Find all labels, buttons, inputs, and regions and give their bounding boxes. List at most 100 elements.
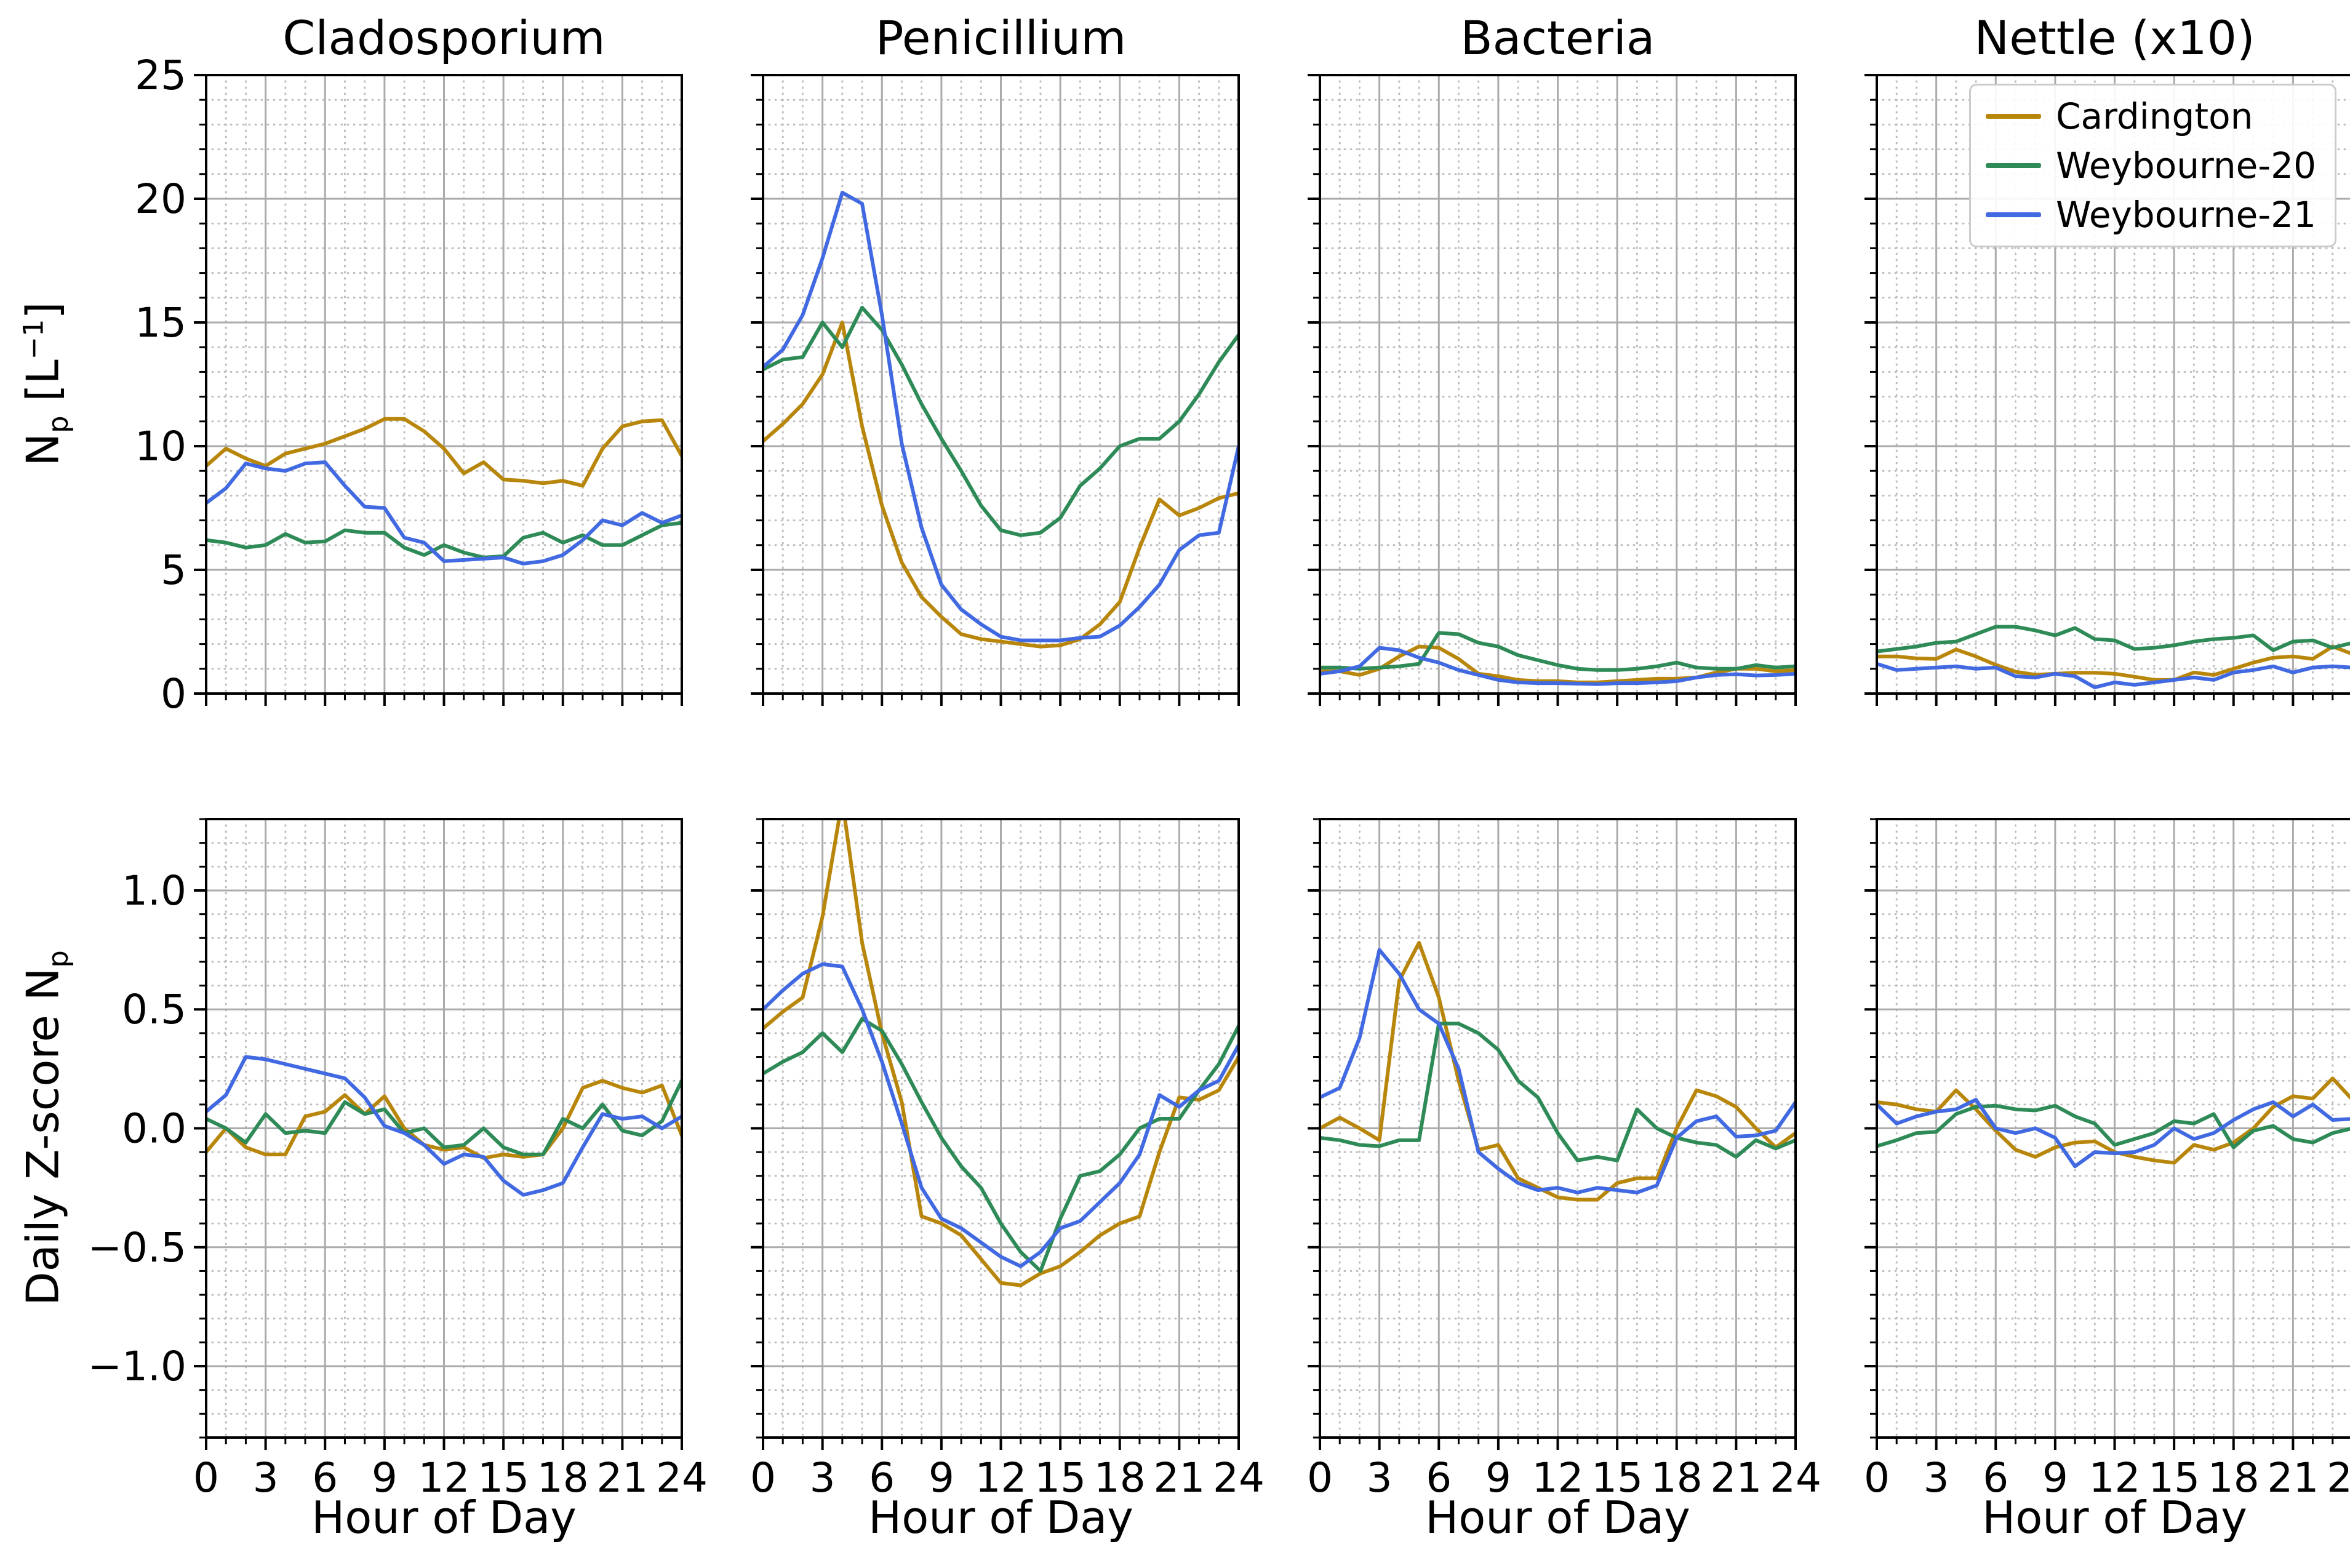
series-line-weybourne21 xyxy=(1320,948,1796,1194)
y-tick-label: 0 xyxy=(161,670,186,718)
chart-nettle-np xyxy=(1864,74,2350,706)
ylabel-np-text: N xyxy=(17,433,69,466)
title-nettle: Nettle (x10) xyxy=(1974,10,2255,65)
grid-layer xyxy=(205,74,683,695)
x-tick-label: 24 xyxy=(656,1454,708,1502)
panel-svg-cladosporium_np: 0 5 10 15 20 25 xyxy=(135,52,683,718)
chart-cladosporium-zscore: 0 3 6 9 12 15 18 21 24 −1.0 −0.5 0.0 0.5 1.0 xyxy=(88,818,708,1502)
x-tick-label: 9 xyxy=(372,1454,398,1502)
series-line-weybourne20 xyxy=(1877,625,2350,654)
x-tick-label: 9 xyxy=(2042,1454,2068,1502)
x-tick-label: 12 xyxy=(418,1454,470,1502)
grid-layer xyxy=(205,818,683,1439)
chart-penicillium-np xyxy=(751,74,1240,706)
y-tick-label: 10 xyxy=(135,423,186,470)
x-tick-label: 9 xyxy=(929,1454,954,1502)
legend-line-swatch-weybourne-20 xyxy=(1985,163,2041,168)
ylabel-np-sub: p xyxy=(42,415,74,433)
series-line-weybourne20 xyxy=(206,521,682,559)
series-line-cardington xyxy=(763,321,1239,649)
x-tick-label: 3 xyxy=(810,1454,836,1502)
series-line-cardington xyxy=(206,417,682,488)
series-line-weybourne21 xyxy=(1877,662,2350,689)
axes-layer: 0 5 10 15 20 25 xyxy=(135,52,683,718)
xlabel-hour-of-day-1: Hour of Day xyxy=(311,1492,577,1543)
legend-label-weybourne-20: Weybourne-20 xyxy=(2055,145,2316,186)
axes-layer xyxy=(1864,74,2350,706)
series-line-cardington xyxy=(763,819,1239,1287)
legend-label-cardington: Cardington xyxy=(2055,95,2253,137)
series-line-weybourne21 xyxy=(1320,646,1796,686)
series-line-cardington xyxy=(1877,644,2350,682)
x-tick-label: 0 xyxy=(193,1454,219,1502)
grid-layer xyxy=(1319,74,1797,695)
panel-svg-bacteria_np xyxy=(1308,74,1797,706)
grid-layer xyxy=(762,74,1240,695)
panel-svg-bacteria_zscore: 0 3 6 9 12 15 18 21 24 xyxy=(1307,818,1821,1502)
title-bacteria: Bacteria xyxy=(1460,10,1655,65)
chart-bacteria-zscore: 0 3 6 9 12 15 18 21 24 xyxy=(1307,818,1821,1502)
xlabel-hour-of-day-4: Hour of Day xyxy=(1982,1492,2247,1543)
chart-cladosporium-np: 0 5 10 15 20 25 xyxy=(135,52,683,718)
x-tick-label: 3 xyxy=(253,1454,279,1502)
legend-item-weybourne-20: Weybourne-20 xyxy=(1985,145,2316,186)
ylabel-np-mid: [L xyxy=(17,359,69,416)
legend-label-weybourne-21: Weybourne-21 xyxy=(2055,194,2316,236)
x-tick-label: 15 xyxy=(1591,1454,1643,1502)
data-layer xyxy=(1877,1076,2350,1169)
ylabel-np-sup: −1 xyxy=(17,319,50,360)
x-tick-label: 0 xyxy=(750,1454,776,1502)
x-tick-label: 6 xyxy=(312,1454,338,1502)
x-tick-label: 18 xyxy=(2208,1454,2260,1502)
series-line-weybourne21 xyxy=(206,460,682,566)
chart-bacteria-np xyxy=(1308,74,1797,706)
ylabel-np-end: ] xyxy=(17,302,69,319)
series-line-weybourne21 xyxy=(763,190,1239,642)
data-layer xyxy=(1320,941,1796,1202)
series-line-cardington xyxy=(206,1079,682,1160)
x-tick-label: 15 xyxy=(1034,1454,1086,1502)
grid-layer xyxy=(1319,818,1797,1439)
series-line-cardington xyxy=(1320,941,1796,1202)
chart-penicillium-zscore: 0 3 6 9 12 15 18 21 24 xyxy=(750,818,1265,1502)
series-line-weybourne21 xyxy=(206,1055,682,1197)
panel-svg-penicillium_zscore: 0 3 6 9 12 15 18 21 24 xyxy=(750,818,1265,1502)
legend-line-swatch-cardington xyxy=(1985,114,2041,119)
data-layer xyxy=(1320,631,1796,686)
data-layer xyxy=(206,1055,682,1197)
y-tick-label: 15 xyxy=(135,299,186,346)
y-tick-label: 1.0 xyxy=(122,867,186,914)
x-tick-label: 24 xyxy=(2327,1454,2350,1502)
y-tick-label: 25 xyxy=(135,52,186,99)
xlabel-hour-of-day-3: Hour of Day xyxy=(1425,1492,1690,1543)
legend: Cardington Weybourne-20 Weybourne-21 xyxy=(1968,84,2336,247)
panel-svg-nettle_np xyxy=(1864,74,2350,706)
panel-svg-penicillium_np xyxy=(751,74,1240,706)
axes-layer xyxy=(1308,74,1797,706)
x-tick-label: 12 xyxy=(1532,1454,1584,1502)
legend-item-cardington: Cardington xyxy=(1985,95,2316,137)
y-tick-label: 5 xyxy=(161,546,186,594)
data-layer xyxy=(206,417,682,566)
x-tick-label: 21 xyxy=(2267,1454,2319,1502)
data-layer xyxy=(763,190,1239,649)
legend-line-swatch-weybourne-21 xyxy=(1985,212,2041,217)
ylabel-zscore-sub: p xyxy=(42,950,74,968)
x-tick-label: 6 xyxy=(1983,1454,2008,1502)
x-tick-label: 18 xyxy=(1094,1454,1146,1502)
x-tick-label: 3 xyxy=(1924,1454,1949,1502)
legend-item-weybourne-21: Weybourne-21 xyxy=(1985,194,2316,236)
x-tick-label: 12 xyxy=(2089,1454,2141,1502)
x-tick-label: 6 xyxy=(1426,1454,1452,1502)
x-tick-label: 18 xyxy=(1651,1454,1703,1502)
ylabel-zscore-text: Daily Z-score N xyxy=(17,967,69,1306)
series-line-weybourne20 xyxy=(1877,1103,2350,1150)
x-tick-label: 21 xyxy=(596,1454,648,1502)
x-tick-label: 21 xyxy=(1710,1454,1762,1502)
ylabel-np-concentration: Np [L−1] xyxy=(17,302,74,466)
x-tick-label: 0 xyxy=(1307,1454,1333,1502)
